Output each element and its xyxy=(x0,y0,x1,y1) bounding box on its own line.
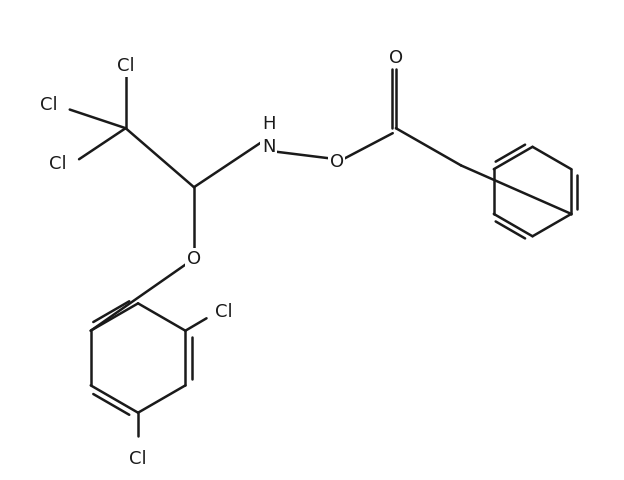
Text: Cl: Cl xyxy=(215,303,232,321)
Text: O: O xyxy=(187,250,201,268)
Text: H: H xyxy=(261,115,275,133)
Text: Cl: Cl xyxy=(49,155,67,173)
Text: N: N xyxy=(261,138,275,156)
Text: Cl: Cl xyxy=(129,450,147,468)
Text: O: O xyxy=(330,153,344,171)
Text: O: O xyxy=(389,49,403,67)
Text: Cl: Cl xyxy=(117,57,134,75)
Text: Cl: Cl xyxy=(40,96,57,114)
